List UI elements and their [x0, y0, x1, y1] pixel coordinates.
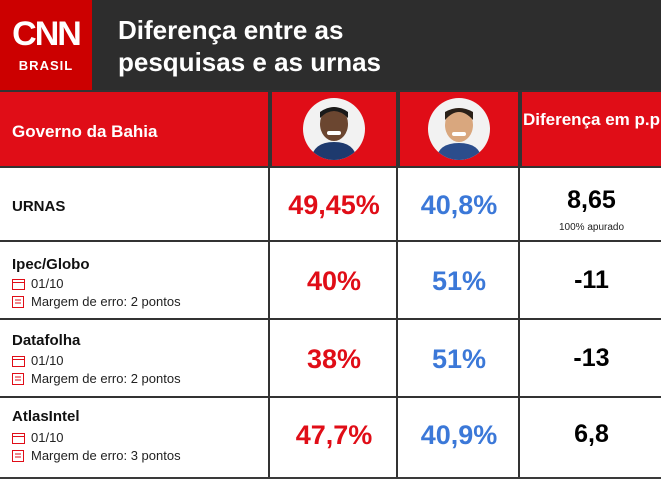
count-status: 100% apurado [558, 222, 625, 233]
candidate-1-avatar [303, 98, 365, 160]
poll-date-text: 01/10 [31, 276, 64, 291]
poll-date: 01/10 [12, 276, 64, 291]
logo-text: CNN [12, 15, 82, 53]
poll-table: Governo da Bahia [0, 90, 661, 477]
table-row-ipec: Ipec/Globo 01/10 Margem de erro: 2 ponto… [0, 240, 661, 318]
calendar-icon [12, 278, 25, 290]
candidate-1-value: 40% [306, 266, 362, 296]
difference-label: Diferença em p.p [522, 110, 661, 129]
header-cell-candidate-1 [272, 92, 396, 166]
error-margin-text: Margem de erro: 2 pontos [31, 371, 181, 386]
difference-label-text: Diferença em p.p [523, 110, 660, 129]
header-cell-race: Governo da Bahia [0, 92, 268, 166]
error-margin-text: Margem de erro: 2 pontos [31, 294, 181, 309]
header-cell-difference: Diferença em p.p [522, 92, 661, 166]
poll-date: 01/10 [12, 353, 64, 368]
difference-value: -13 [573, 344, 610, 372]
document-icon [12, 295, 25, 308]
column-divider [518, 166, 520, 477]
logo-subtext: BRASIL [18, 58, 74, 73]
header-cell-candidate-2 [400, 92, 518, 166]
difference-value: -11 [574, 266, 609, 294]
page-title: Diferença entre as pesquisas e as urnas [118, 14, 638, 78]
difference-value: 6,8 [574, 420, 609, 448]
title-line-2: pesquisas e as urnas [118, 47, 382, 77]
error-margin: Margem de erro: 3 pontos [12, 448, 181, 463]
document-icon [12, 449, 25, 462]
difference-value: 8,65 [567, 186, 616, 214]
header: CNN BRASIL Diferença entre as pesquisas … [0, 0, 661, 90]
row-label: URNAS [12, 198, 66, 215]
row-label: AtlasIntel [12, 408, 80, 425]
error-margin-text: Margem de erro: 3 pontos [31, 448, 181, 463]
table-header-row: Governo da Bahia [0, 90, 661, 168]
document-icon [12, 372, 25, 385]
candidate-1-value: 38% [306, 344, 362, 374]
row-label: Datafolha [12, 332, 81, 349]
calendar-icon [12, 355, 25, 367]
candidate-2-value: 51% [431, 266, 487, 296]
error-margin: Margem de erro: 2 pontos [12, 294, 181, 309]
candidate-2-value: 40,8% [420, 190, 498, 220]
error-margin: Margem de erro: 2 pontos [12, 371, 181, 386]
poll-date: 01/10 [12, 430, 64, 445]
candidate-2-value: 51% [431, 344, 487, 374]
race-label: Governo da Bahia [12, 122, 158, 141]
poll-date-text: 01/10 [31, 353, 64, 368]
table-row-urnas: URNAS 49,45% 40,8% 8,65 100% apurado [0, 166, 661, 242]
column-divider [268, 166, 270, 477]
candidate-2-value: 40,9% [420, 420, 498, 450]
cnn-brasil-logo[interactable]: CNN BRASIL [0, 0, 92, 90]
candidate-1-value: 47,7% [295, 420, 373, 450]
candidate-1-value: 49,45% [288, 190, 380, 220]
poll-date-text: 01/10 [31, 430, 64, 445]
table-row-datafolha: Datafolha 01/10 Margem de erro: 2 pontos… [0, 318, 661, 396]
column-divider [396, 166, 398, 477]
table-row-atlasintel: AtlasIntel 01/10 Margem de erro: 3 ponto… [0, 396, 661, 479]
row-label: Ipec/Globo [12, 256, 90, 273]
calendar-icon [12, 432, 25, 444]
title-line-1: Diferença entre as [118, 15, 344, 45]
candidate-2-avatar [428, 98, 490, 160]
